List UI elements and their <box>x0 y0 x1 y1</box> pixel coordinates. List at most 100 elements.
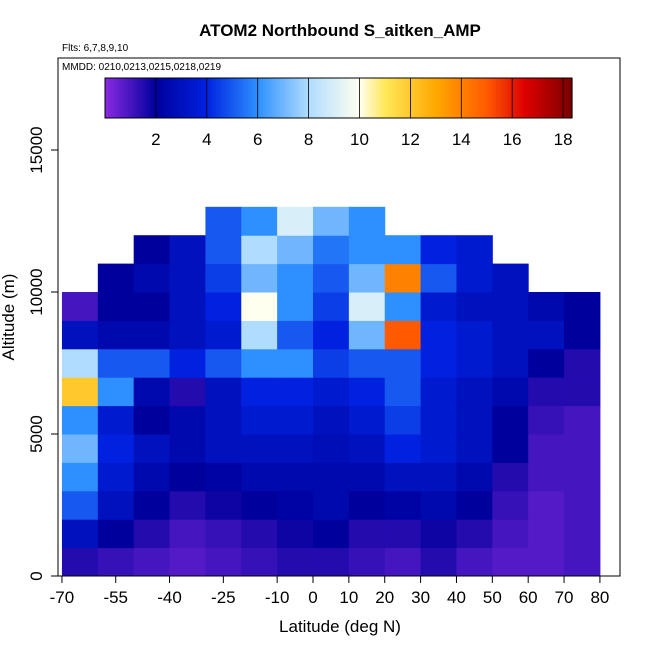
heat-cell <box>97 348 135 378</box>
heat-cell <box>312 490 350 520</box>
colorbar-swatch <box>119 78 124 118</box>
heat-cell <box>528 547 565 577</box>
colorbar-swatch <box>481 78 486 118</box>
heat-cell <box>564 405 601 435</box>
colorbar-swatch <box>458 78 462 118</box>
colorbar-swatch <box>323 78 328 118</box>
heat-cell <box>348 405 386 435</box>
colorbar-swatch <box>499 78 503 118</box>
colorbar-swatch <box>163 78 167 118</box>
colorbar-swatch <box>315 78 319 118</box>
colorbar-swatch <box>493 78 497 118</box>
colorbar-swatch <box>122 78 127 118</box>
colorbar-swatch <box>233 78 237 118</box>
heat-cell <box>205 263 242 293</box>
chart-title: ATOM2 Northbound S_aitken_AMP <box>199 21 481 40</box>
heat-cell <box>241 547 278 577</box>
heat-cell <box>61 348 99 378</box>
heat-cell <box>169 377 206 407</box>
colorbar-swatch <box>531 78 535 118</box>
colorbar-swatch <box>134 78 138 118</box>
heat-cell <box>312 263 350 293</box>
heat-cell <box>133 547 171 577</box>
y-tick-label: 5000 <box>27 415 46 453</box>
colorbar-swatch <box>446 78 451 118</box>
heat-cell <box>169 547 206 577</box>
colorbar-swatch <box>166 78 170 118</box>
x-tick-label: -25 <box>211 588 236 607</box>
heat-cell <box>384 462 422 492</box>
heat-cell <box>528 320 565 350</box>
heat-cell <box>169 263 206 293</box>
heat-cell <box>97 434 135 463</box>
colorbar-swatch <box>434 78 439 118</box>
colorbar-swatch <box>536 78 541 118</box>
heat-cell <box>277 462 314 492</box>
heat-cell <box>133 292 171 321</box>
heat-cell <box>348 263 386 293</box>
x-tick-label: 80 <box>590 588 609 607</box>
colorbar-swatch <box>464 78 468 118</box>
colorbar-swatch <box>312 78 316 118</box>
colorbar-tick-label: 14 <box>452 130 471 149</box>
heat-cell <box>492 434 529 463</box>
heat-cell <box>348 490 386 520</box>
colorbar-swatch <box>472 78 477 118</box>
colorbar-swatch <box>534 78 538 118</box>
heat-cell <box>528 434 565 463</box>
heat-cell <box>133 490 171 520</box>
colorbar-swatch <box>154 78 159 118</box>
colorbar-swatch <box>221 78 226 118</box>
heat-cell <box>133 377 171 407</box>
heat-cell <box>384 434 422 463</box>
heat-cell <box>492 519 529 549</box>
colorbar-swatch <box>338 78 343 118</box>
colorbar-swatch <box>280 78 284 118</box>
heat-cell <box>241 519 278 549</box>
heat-cell <box>241 405 278 435</box>
y-tick-label: 0 <box>27 571 46 580</box>
colorbar-swatch <box>306 78 310 118</box>
heat-cell <box>97 263 135 293</box>
heat-cell <box>277 519 314 549</box>
heat-cell <box>564 348 601 378</box>
heat-cell <box>205 320 242 350</box>
plot-frame <box>57 57 621 577</box>
heat-cell <box>348 292 386 321</box>
heat-cell <box>492 547 529 577</box>
heat-cell <box>492 405 529 435</box>
colorbar-swatch <box>116 78 121 118</box>
colorbar-swatch <box>277 78 281 118</box>
heat-cell <box>205 348 242 378</box>
colorbar-swatch <box>452 78 456 118</box>
heat-cell <box>456 263 493 293</box>
colorbar-swatch <box>201 78 205 118</box>
colorbar-swatch <box>548 78 553 118</box>
heat-cell <box>277 434 314 463</box>
colorbar-swatch <box>399 78 404 118</box>
colorbar-swatch <box>420 78 424 118</box>
heat-cell <box>241 292 278 321</box>
colorbar-swatch <box>356 78 360 118</box>
heat-cell <box>420 434 457 463</box>
colorbar-swatch <box>204 78 208 118</box>
heat-cell <box>492 348 529 378</box>
colorbar-swatch <box>560 78 564 118</box>
colorbar-swatch <box>157 78 162 118</box>
colorbar-swatch <box>426 78 430 118</box>
heat-cell <box>277 206 314 236</box>
colorbar-swatch <box>364 78 369 118</box>
colorbar-swatch <box>268 78 272 118</box>
heat-cell <box>456 547 493 577</box>
colorbar-swatch <box>545 78 550 118</box>
heat-cell <box>61 519 99 549</box>
heat-cell <box>564 490 601 520</box>
heat-cell <box>205 519 242 549</box>
heat-cell <box>312 434 350 463</box>
heat-cell <box>133 434 171 463</box>
heat-cell <box>384 263 422 293</box>
heat-cell <box>420 547 457 577</box>
colorbar-swatch <box>107 78 112 118</box>
heat-cell <box>420 519 457 549</box>
heat-cell <box>277 292 314 321</box>
